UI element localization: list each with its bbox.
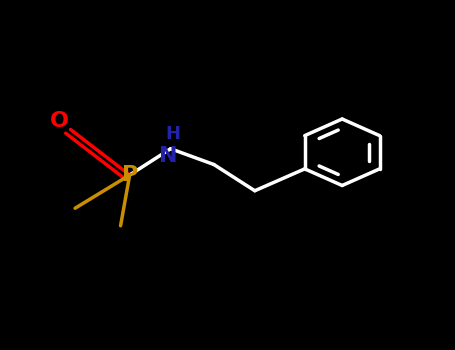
Text: P: P: [121, 165, 138, 185]
Text: H: H: [166, 125, 180, 143]
Text: O: O: [50, 111, 69, 131]
Text: N: N: [159, 146, 177, 166]
